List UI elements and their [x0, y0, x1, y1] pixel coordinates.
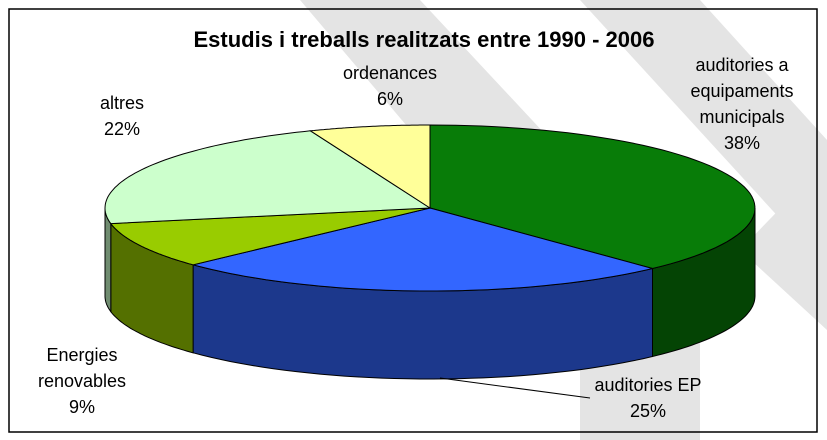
pie-slice	[308, 124, 431, 209]
slice-label: altres 22%	[62, 90, 182, 142]
slice-value: 22%	[103, 119, 141, 139]
pie-slice	[104, 130, 432, 225]
slice-name: Energies renovables	[37, 345, 127, 391]
chart-border	[8, 8, 818, 433]
slice-value: 38%	[723, 133, 761, 153]
pie-slice	[192, 207, 653, 292]
slice-name: auditories EP	[594, 375, 702, 395]
slice-label: Energies renovables 9%	[27, 342, 137, 420]
slice-value: 25%	[629, 401, 667, 421]
slice-label: auditories a equipaments municipals 38%	[662, 52, 822, 156]
pie-slice	[429, 124, 756, 270]
pie-side	[104, 208, 112, 314]
slice-label: ordenances 6%	[310, 60, 470, 112]
slice-value: 6%	[376, 89, 403, 109]
pie	[104, 124, 756, 380]
slice-value: 9%	[68, 397, 95, 417]
slice-name: altres	[99, 93, 144, 113]
slice-name: auditories a equipaments municipals	[690, 55, 794, 127]
leader-line	[439, 377, 591, 399]
pie-slice	[109, 207, 431, 266]
slice-label: auditories EP 25%	[568, 372, 728, 424]
chart-title: Estudis i treballs realitzats entre 1990…	[193, 27, 654, 52]
slice-name: ordenances	[342, 63, 438, 83]
